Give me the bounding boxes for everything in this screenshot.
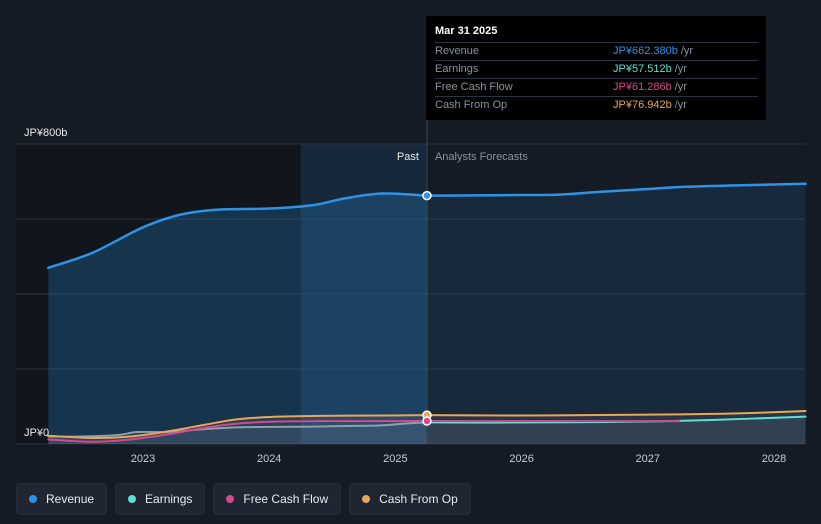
- tooltip-row-earnings: Earnings JP¥57.512b /yr: [435, 61, 758, 79]
- tooltip-value: JP¥662.380b: [613, 45, 678, 57]
- legend-item-revenue[interactable]: Revenue: [16, 483, 108, 515]
- x-tick-label: 2026: [509, 453, 533, 465]
- legend-label: Cash From Op: [379, 492, 458, 506]
- x-tick-label: 2028: [762, 453, 786, 465]
- y-tick-label-top: JP¥800b: [24, 127, 67, 139]
- tooltip-row-free-cash-flow: Free Cash Flow JP¥61.286b /yr: [435, 79, 758, 97]
- x-tick-label: 2027: [636, 453, 660, 465]
- tooltip-unit: /yr: [674, 99, 687, 111]
- free-cash-flow-marker: [422, 416, 432, 426]
- legend-label: Earnings: [145, 492, 193, 506]
- tooltip-label: Cash From Op: [435, 99, 508, 111]
- revenue-line-forecast: [425, 182, 807, 197]
- tooltip: Mar 31 2025 Revenue JP¥662.380b /yr Earn…: [426, 16, 766, 120]
- tooltip-label: Revenue: [435, 45, 480, 57]
- tooltip-row-cash-from-op: Cash From Op JP¥76.942b /yr: [435, 97, 758, 114]
- tooltip-value: JP¥76.942b: [613, 99, 672, 111]
- legend-item-earnings[interactable]: Earnings: [115, 483, 206, 515]
- revenue-area-past: [48, 193, 427, 444]
- y-tick-label-zero: JP¥0: [24, 427, 49, 439]
- tooltip-value: JP¥57.512b: [613, 63, 672, 75]
- revenue-line-past: [47, 192, 429, 270]
- earnings-line-past: [47, 421, 428, 438]
- legend-item-cash-from-op[interactable]: Cash From Op: [349, 483, 471, 515]
- tooltip-date: Mar 31 2025: [435, 24, 758, 43]
- past-label: Past: [397, 151, 419, 163]
- tooltip-unit: /yr: [674, 63, 687, 75]
- tooltip-unit: /yr: [674, 81, 687, 93]
- free-cash-flow-line-past: [47, 420, 428, 443]
- x-tick-label: 2023: [131, 453, 155, 465]
- forecast-label: Analysts Forecasts: [435, 151, 528, 163]
- x-tick-label: 2024: [257, 453, 281, 465]
- revenue-marker: [422, 190, 432, 201]
- tooltip-value: JP¥61.286b: [613, 81, 672, 93]
- x-tick-label: 2025: [383, 453, 407, 465]
- legend-dot-icon: [362, 495, 371, 503]
- legend-label: Revenue: [46, 492, 95, 506]
- tooltip-label: Earnings: [435, 63, 479, 75]
- cash-from-op-line-forecast: [425, 410, 807, 417]
- legend-dot-icon: [29, 495, 37, 503]
- tooltip-label: Free Cash Flow: [435, 81, 513, 93]
- legend-label: Free Cash Flow: [243, 492, 329, 506]
- tooltip-unit: /yr: [680, 45, 694, 57]
- cash-from-op-line-past: [47, 414, 428, 440]
- legend: Revenue Earnings Free Cash Flow Cash Fro…: [16, 483, 471, 515]
- legend-item-free-cash-flow[interactable]: Free Cash Flow: [213, 483, 342, 515]
- tooltip-row-revenue: Revenue JP¥662.380b /yr: [435, 43, 758, 61]
- legend-dot-icon: [226, 495, 235, 503]
- legend-dot-icon: [128, 495, 137, 503]
